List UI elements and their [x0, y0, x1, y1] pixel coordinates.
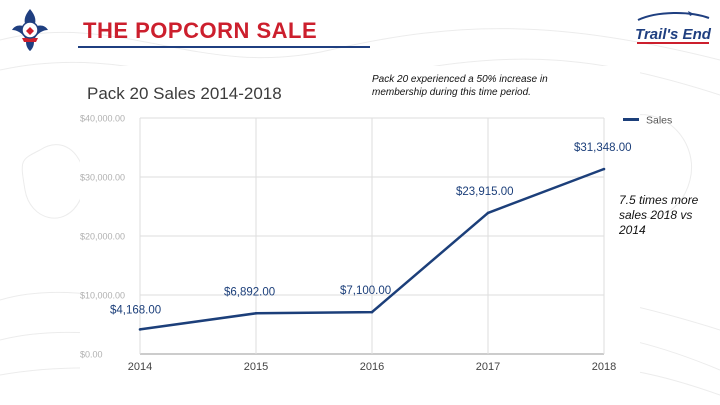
legend-label-sales: Sales: [646, 115, 672, 127]
data-label: $4,168.00: [110, 304, 161, 316]
data-label: $6,892.00: [224, 286, 275, 298]
fleur-de-lis-logo: [12, 9, 48, 51]
x-tick-label: 2014: [128, 361, 152, 373]
chart-panel: [80, 66, 640, 388]
data-point: [138, 328, 142, 331]
data-point: [602, 167, 606, 171]
x-tick-label: 2017: [476, 361, 500, 373]
membership-note: Pack 20 experienced a 50% increase in me…: [372, 74, 548, 98]
slide-title: THE POPCORN SALE: [83, 18, 318, 43]
y-tick-label: $30,000.00: [80, 173, 125, 183]
y-tick-label: $40,000.00: [80, 114, 125, 124]
sales-multiple-callout: 7.5 times more sales 2018 vs 2014: [619, 193, 699, 237]
x-tick-label: 2018: [592, 361, 616, 373]
y-tick-label: $0.00: [80, 350, 103, 360]
trails-end-wordmark: Trail's End: [635, 26, 712, 43]
data-label: $7,100.00: [340, 285, 391, 297]
chart-title: Pack 20 Sales 2014-2018: [87, 84, 282, 103]
data-point: [254, 312, 258, 315]
trails-end-logo: Trail's End: [635, 11, 712, 44]
y-tick-label: $10,000.00: [80, 291, 125, 301]
title-underline: [78, 46, 370, 48]
data-label: $23,915.00: [456, 186, 514, 198]
x-tick-label: 2015: [244, 361, 268, 373]
data-point: [486, 211, 490, 215]
x-tick-label: 2016: [360, 361, 384, 373]
data-point: [370, 310, 374, 314]
data-label: $31,348.00: [574, 142, 632, 154]
y-tick-label: $20,000.00: [80, 232, 125, 242]
